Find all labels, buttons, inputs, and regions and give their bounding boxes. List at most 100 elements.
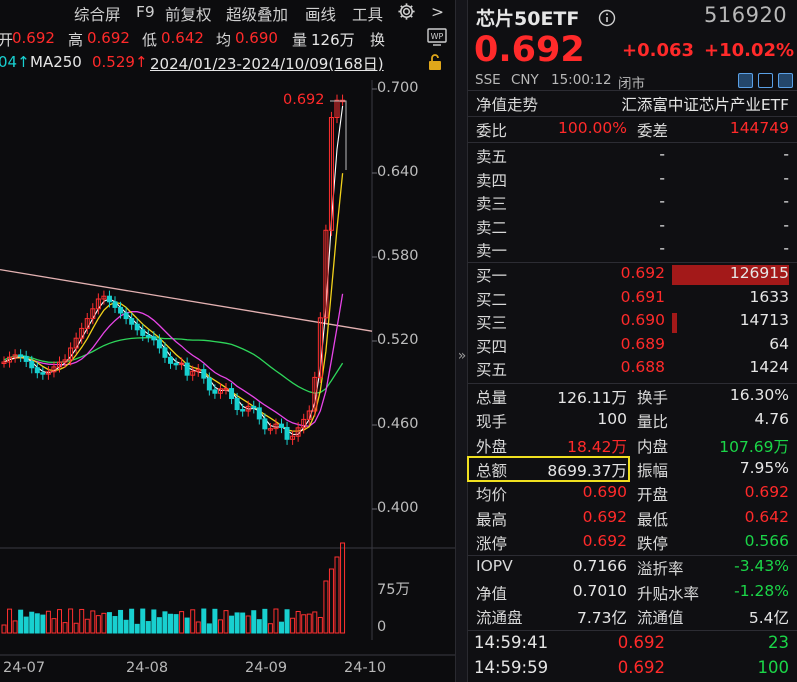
candle-body bbox=[51, 366, 57, 373]
ask-volume: - bbox=[783, 215, 789, 234]
stat-value: 5.4亿 bbox=[748, 609, 789, 627]
x-tick-label: 24-10 bbox=[344, 660, 387, 676]
ask-row: 卖四 - - bbox=[468, 169, 797, 193]
y-tick-label: 0.400 bbox=[377, 500, 419, 516]
stat-value: 0.642 bbox=[744, 507, 789, 526]
kline-chart[interactable] bbox=[0, 0, 455, 682]
info-icon[interactable] bbox=[598, 9, 616, 31]
tick-time: 14:59:59 bbox=[474, 657, 549, 677]
volume-bar bbox=[79, 608, 85, 634]
stat-value: 16.30% bbox=[729, 386, 789, 404]
stat-row: 最高 0.692 最低 0.642 bbox=[468, 508, 797, 532]
bid-volume: 64 bbox=[769, 334, 789, 353]
stat-label: 总量 bbox=[476, 389, 508, 407]
candle-body bbox=[1, 361, 7, 364]
volume-bar bbox=[328, 568, 334, 634]
toolbar-item-overview[interactable]: 综合屏 bbox=[74, 6, 121, 24]
stat-label: 跌停 bbox=[637, 534, 669, 553]
fund-trend-link[interactable]: 净值走势 bbox=[476, 96, 539, 114]
candle-body bbox=[68, 347, 74, 361]
candle-body bbox=[173, 362, 179, 366]
date-range-link[interactable]: 2024/01/23-2024/10/09(168日) bbox=[150, 55, 384, 73]
y-tick-label: 0.640 bbox=[377, 164, 419, 180]
ask-row: 卖二 - - bbox=[468, 216, 797, 240]
lock-icon[interactable] bbox=[426, 54, 444, 75]
bid3-volume-bar bbox=[672, 313, 677, 333]
panel-divider[interactable]: » bbox=[455, 0, 468, 682]
y-tick-label: 0.580 bbox=[377, 248, 419, 264]
stat-label: 最低 bbox=[637, 510, 669, 529]
candle-body bbox=[129, 318, 135, 325]
ask-label: 卖四 bbox=[476, 171, 508, 190]
weibi-label: 委比 bbox=[476, 122, 508, 140]
volume-bar bbox=[295, 610, 301, 634]
window-icon[interactable] bbox=[758, 73, 773, 88]
tick-row: 14:59:41 0.692 23 bbox=[468, 633, 797, 657]
kline-panel[interactable]: 综合屏 F9 前复权 超级叠加 画线 工具 > 开 0.692 高 0.692 … bbox=[0, 0, 455, 682]
tick-row: 14:59:59 0.692 100 bbox=[468, 658, 797, 682]
wp-menu-icon[interactable]: WP bbox=[427, 28, 447, 51]
y-tick-label: 0.520 bbox=[377, 332, 419, 348]
ma250-line bbox=[0, 268, 373, 332]
stat-label: 流通盘 bbox=[476, 609, 523, 627]
bid-volume: 126915 bbox=[729, 264, 789, 282]
fund-name: 汇添富中证芯片产业ETF bbox=[621, 96, 789, 114]
stat-label: 总额 bbox=[476, 461, 508, 480]
toolbar-item-tools[interactable]: 工具 bbox=[352, 6, 384, 24]
volume-bar bbox=[134, 623, 140, 634]
volume-bar bbox=[45, 610, 51, 634]
stat-row: 净值 0.7010 升贴水率 -1.28% bbox=[468, 582, 797, 606]
last-price: 0.692 bbox=[474, 30, 585, 70]
candle-body bbox=[90, 308, 96, 320]
toolbar-item-adjust[interactable]: 前复权 bbox=[165, 6, 212, 24]
ma250-value: 0.529↑ bbox=[92, 53, 148, 71]
chevron-right-icon[interactable]: » bbox=[457, 348, 467, 364]
gear-icon[interactable] bbox=[397, 2, 416, 25]
plus-icon[interactable] bbox=[778, 73, 793, 88]
toolbar-item-f9[interactable]: F9 bbox=[136, 3, 155, 21]
candle-body bbox=[328, 116, 334, 231]
toolbar-more-button[interactable]: > bbox=[431, 3, 444, 21]
candle-body bbox=[279, 423, 284, 428]
bid-label: 买五 bbox=[476, 361, 508, 380]
volume-bar bbox=[340, 542, 346, 634]
candle-body bbox=[256, 407, 262, 420]
candle-body bbox=[323, 229, 329, 319]
weicha-label: 委差 bbox=[637, 122, 669, 140]
volume-bar bbox=[12, 620, 18, 634]
stat-label: 外盘 bbox=[476, 437, 508, 456]
volume-bar bbox=[290, 617, 296, 634]
ask-label: 卖五 bbox=[476, 148, 508, 166]
stat-value: 8699.37万 bbox=[547, 461, 627, 480]
stat-value: 0.692 bbox=[582, 531, 627, 550]
volume-bar bbox=[334, 556, 340, 634]
edit-icon[interactable] bbox=[738, 73, 753, 88]
toolbar-item-draw[interactable]: 画线 bbox=[305, 6, 337, 24]
volume-bar bbox=[123, 619, 129, 634]
bid-row: 买一 0.692 126915 bbox=[468, 264, 797, 288]
candle-body bbox=[62, 359, 68, 363]
volume-bar bbox=[73, 622, 79, 634]
fund-row[interactable]: 净值走势 汇添富中证芯片产业ETF bbox=[468, 93, 797, 117]
bid-price: 0.688 bbox=[620, 358, 665, 377]
quote-time: 15:00:12 bbox=[551, 72, 612, 88]
ask-row: 卖一 - - bbox=[468, 239, 797, 263]
volume-bar bbox=[190, 609, 196, 634]
candle-body bbox=[156, 339, 162, 349]
x-tick-label: 24-09 bbox=[245, 660, 288, 676]
candle-body bbox=[29, 360, 35, 369]
bid-label: 买三 bbox=[476, 314, 508, 333]
candle-body bbox=[284, 426, 290, 440]
volume-bar bbox=[312, 611, 318, 634]
ask-price: - bbox=[659, 145, 665, 163]
toolbar-item-overlay[interactable]: 超级叠加 bbox=[226, 6, 289, 24]
volume-bar bbox=[240, 612, 246, 634]
ask-volume: - bbox=[783, 145, 789, 163]
volume-value: 126万 bbox=[311, 31, 355, 49]
stat-row: 均价 0.690 开盘 0.692 bbox=[468, 483, 797, 507]
volume-bar bbox=[29, 611, 35, 634]
ask-volume: - bbox=[783, 239, 789, 258]
weicha-value: 144749 bbox=[729, 119, 789, 137]
stat-value: -3.43% bbox=[734, 557, 789, 575]
volume-bar bbox=[229, 615, 235, 634]
